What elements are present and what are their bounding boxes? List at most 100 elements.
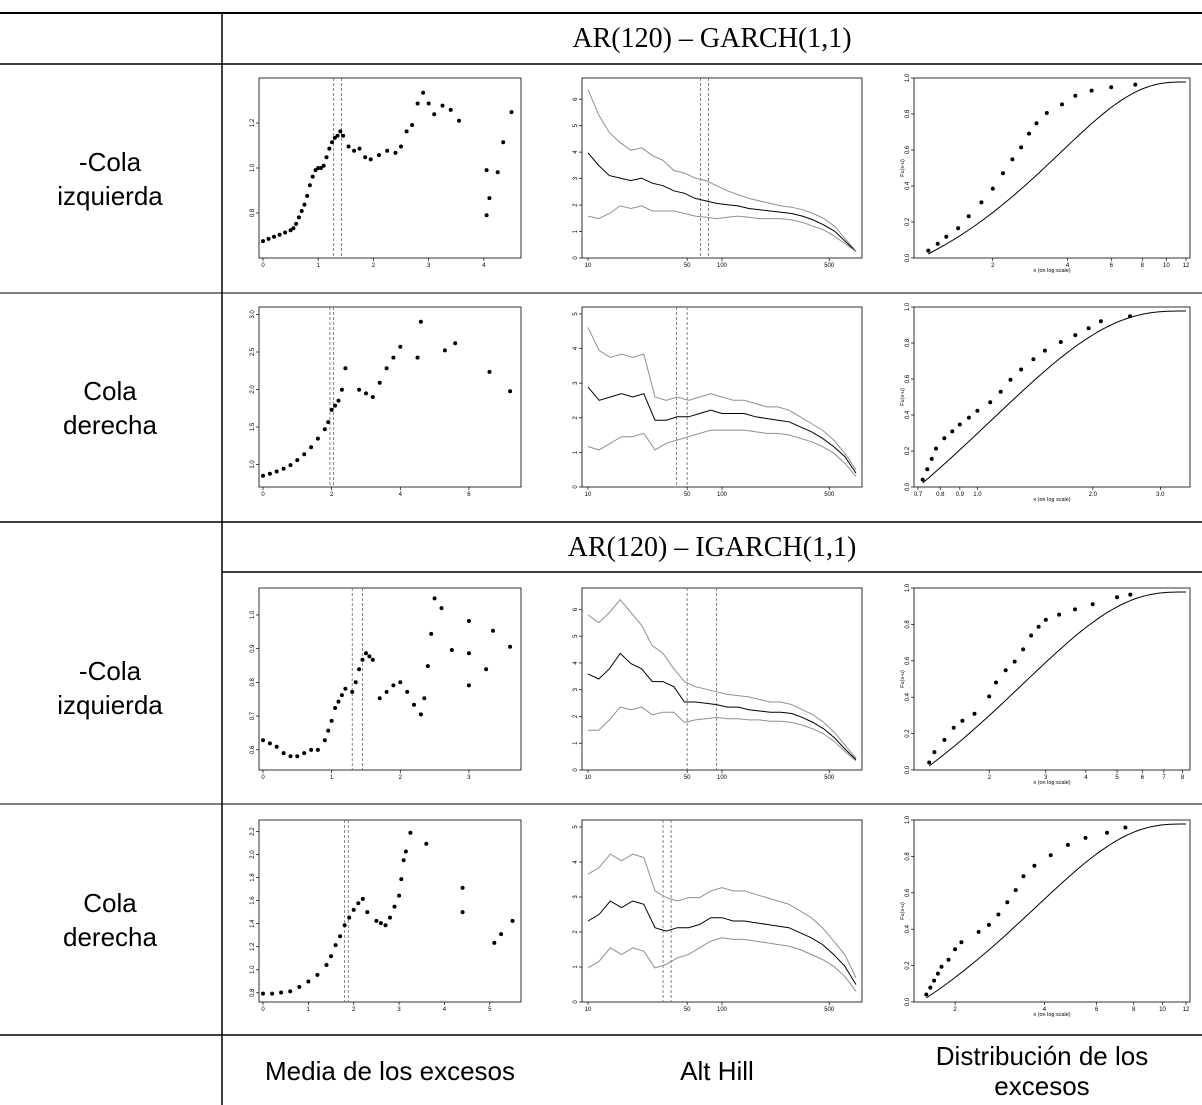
plot-frame [913,306,1191,488]
x-tick-label: 100 [717,1007,728,1013]
data-point [261,738,265,743]
y-tick-label: 1.0 [905,73,911,82]
data-point [1115,595,1119,600]
data-point [953,947,958,952]
data-point [295,458,300,463]
data-point [364,651,368,656]
x-tick-label: 50 [684,492,691,498]
y-tick-label: 1.0 [905,815,911,824]
data-point [509,110,514,115]
data-point [966,214,971,219]
data-point [272,234,276,239]
x-tick-label: 2 [953,1007,957,1013]
plot-g_left_hill: 0 1 2 3 4 5 6 10 50 100 500 [573,77,863,269]
data-point [316,166,321,170]
data-point [487,369,492,374]
y-tick-label: 3.0 [250,310,256,319]
row-label-text: Cola derecha [63,375,157,440]
x-tick-label: 6 [467,492,471,498]
data-point [363,155,368,160]
data-point [1044,111,1049,115]
y-tick-label: 0.2 [905,446,911,455]
data-point [484,213,489,218]
data-point [339,387,344,392]
fitted-curve [922,310,1186,484]
data-point [418,712,423,717]
column-label-alt-hill: Alt Hill [552,1036,882,1105]
header-igarch-text: AR(120) – IGARCH(1,1) [567,531,857,563]
x-axis-label: x (on log scale) [1033,1012,1070,1018]
data-point [988,400,993,405]
data-point [1042,348,1047,353]
data-point [946,957,951,962]
data-point [399,144,403,149]
data-point [329,407,334,412]
data-point [491,628,495,633]
header-igarch: AR(120) – IGARCH(1,1) [222,523,1202,572]
data-point [1012,659,1017,664]
data-point [457,118,461,123]
data-point [401,858,406,863]
y-tick-label: 0.4 [905,410,911,419]
y-tick-label: 1.8 [250,873,256,882]
data-point [261,991,265,996]
x-tick-label: 8 [1132,1007,1136,1013]
x-tick-label: 3 [427,263,431,269]
data-point [364,391,368,396]
x-tick-label: 4 [482,263,486,269]
x-tick-label: 10 [585,263,592,269]
data-point [932,978,937,983]
data-point [261,239,265,244]
y-tick-label: 0.6 [905,888,911,897]
data-point [1021,874,1026,879]
series-line-0 [587,598,857,759]
data-point [1019,367,1024,372]
x-tick-label: 3 [1044,775,1048,781]
data-point [996,912,1001,917]
data-point [1105,830,1109,835]
data-point [1010,157,1015,162]
data-point [1083,835,1088,840]
plot-i_right_hill: 0 1 2 3 4 5 10 50 100 500 [573,819,863,1013]
x-tick-label: 50 [684,263,691,269]
y-tick-label: 1.0 [250,965,256,974]
x-tick-label: 2 [991,263,995,269]
y-tick-label: 1 [573,229,579,233]
data-point [453,341,458,346]
x-tick-label: 10 [585,1007,592,1013]
data-point [367,654,372,659]
data-point [959,940,964,945]
plot-g_right_dist: 0.0 0.2 0.4 0.6 0.8 1.0 0.7 0.8 0.9 1.0 2.0 3.0 x (o… [900,302,1191,503]
data-point [399,877,404,882]
data-point [315,436,320,441]
data-point [1057,612,1062,617]
data-point [460,910,465,915]
data-point [283,230,288,235]
data-point [343,686,348,691]
x-tick-label: 0.9 [956,492,965,498]
x-axis-label: x (on log scale) [1033,268,1070,274]
column-label-text: Alt Hill [680,1055,754,1086]
y-tick-label: 0.0 [905,253,911,262]
data-point [294,221,299,226]
y-tick-label: 0.0 [905,482,911,491]
data-point [1133,82,1138,87]
y-tick-label: 0.6 [905,656,911,665]
x-tick-label: 8 [1181,775,1185,781]
data-point [935,971,940,976]
data-point [432,112,437,117]
data-point [357,667,362,672]
x-tick-label: 1 [317,263,321,269]
fitted-curve [928,81,1186,255]
data-point [305,193,310,198]
data-point [357,146,362,151]
row-label-left-tail-igarch: -Cola izquierda [40,572,180,804]
data-point [327,146,332,151]
y-tick-label: 0.8 [905,852,911,861]
data-point [295,754,300,759]
data-point [432,596,437,601]
x-axis-label: x (on log scale) [1033,497,1070,503]
column-label-text: Distribución de los excesos [935,1040,1149,1101]
data-point [951,725,956,730]
